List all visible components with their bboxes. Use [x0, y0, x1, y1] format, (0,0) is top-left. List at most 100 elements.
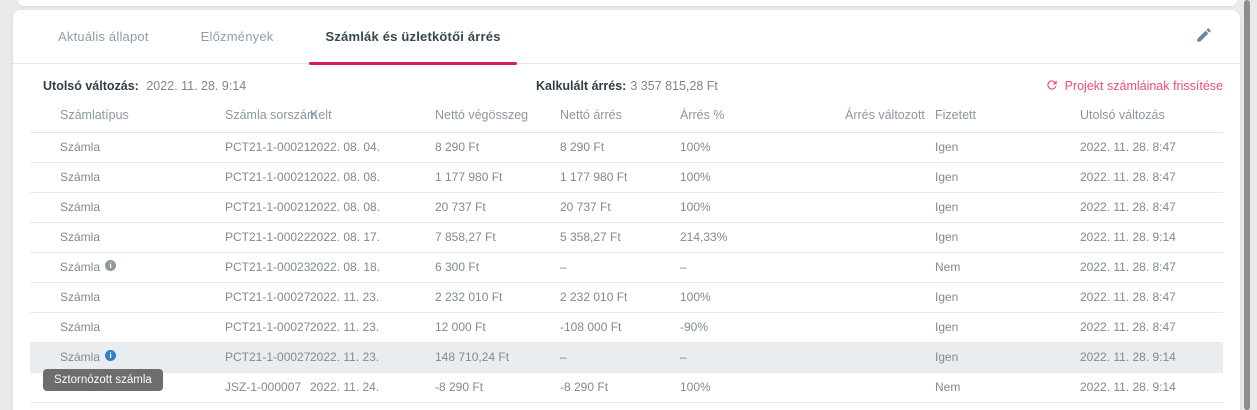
cell-margin-changed — [845, 132, 935, 163]
cell-net-total: -8 290 Ft — [435, 372, 560, 403]
cell-net-total: 12 000 Ft — [435, 312, 560, 343]
cell-serial: PCT21-1-000280 — [225, 402, 310, 410]
cell-margin-pct: – — [680, 342, 845, 373]
column-header: Számlatípus — [30, 102, 225, 133]
cell-serial: PCT21-1-000226 — [225, 222, 310, 253]
cell-last-change: 2022. 11. 28. 8:47 — [1080, 192, 1223, 223]
cell-net-margin: -8 290 Ft — [560, 372, 680, 403]
cell-last-change: 2022. 11. 28. 9:14 — [1080, 222, 1223, 253]
cell-type: Számla — [30, 192, 225, 223]
cell-margin-changed — [845, 252, 935, 283]
cell-type: Számla — [30, 312, 225, 343]
invoice-row[interactable]: Számla PCT21-1-000214 2022. 08. 08. 20 737 … — [30, 192, 1223, 223]
cell-serial: PCT21-1-000215 — [225, 162, 310, 193]
last-change-label: Utolsó változás: — [43, 79, 139, 93]
column-header: Árrés változott — [845, 102, 935, 133]
cell-date: 2022. 08. 18. — [310, 252, 435, 283]
cell-date: 2022. 08. 04. — [310, 132, 435, 163]
cell-type: Számla — [30, 222, 225, 253]
cell-last-change: 2022. 11. 28. 9:14 — [1080, 402, 1223, 410]
cell-margin-pct: 100% — [680, 162, 845, 193]
cell-margin-changed — [845, 342, 935, 373]
cell-date: 2022. 08. 08. — [310, 192, 435, 223]
cell-date: 2022. 08. 08. — [310, 162, 435, 193]
cell-last-change: 2022. 11. 28. 8:47 — [1080, 282, 1223, 313]
cell-type: Számla i — [30, 252, 225, 283]
tab-bar: Aktuális állapot Előzmények Számlák és üzl… — [13, 10, 1240, 65]
invoice-row[interactable]: Számla PCT21-1-000213 2022. 08. 04. 8 290 F… — [30, 132, 1223, 163]
cell-margin-changed — [845, 192, 935, 223]
cell-margin-changed — [845, 402, 935, 410]
cell-serial: PCT21-1-000213 — [225, 132, 310, 163]
cell-serial: PCT21-1-000279 — [225, 312, 310, 343]
invoices-table: Számlatípus Számla sorszám Kelt Nettó végös… — [30, 102, 1223, 410]
cell-serial: PCT21-1-000278 — [225, 282, 310, 313]
previous-card-bottom-edge — [18, 0, 1237, 6]
cell-paid: Igen — [935, 282, 1080, 313]
invoice-row[interactable]: Számla PCT21-1-000215 2022. 08. 08. 1 177 9… — [30, 162, 1223, 193]
column-header: Nettó végösszeg — [435, 102, 560, 133]
calculated-margin-summary: Kalkulált árrés: 3 357 815,28 Ft — [536, 76, 718, 96]
invoice-row[interactable]: Számla i PCT21-1-000235 2022. 08. 18. 6 300 … — [30, 252, 1223, 283]
cell-paid: Igen — [935, 132, 1080, 163]
tab-1[interactable]: Előzmények — [200, 29, 274, 44]
column-header: Fizetett — [935, 102, 1080, 133]
pencil-icon — [1195, 28, 1213, 47]
cell-margin-pct: -90% — [680, 312, 845, 343]
last-change-value: 2022. 11. 28. 9:14 — [146, 79, 247, 93]
cell-paid: Igen — [935, 162, 1080, 193]
invoice-row[interactable]: Módosító számlaPCT21-1-000280 2022. 11. 2… — [30, 402, 1223, 410]
tab-2[interactable]: Számlák és üzletkötői árrés — [309, 10, 517, 65]
info-icon[interactable]: i — [105, 260, 117, 271]
last-change-summary: Utolsó változás: 2022. 11. 28. 9:14 — [43, 79, 246, 93]
cell-serial: JSZ-1-000007 — [225, 372, 310, 403]
invoice-row[interactable]: Számla PCT21-1-000279 2022. 11. 23. 12 000 … — [30, 312, 1223, 343]
cell-last-change: 2022. 11. 28. 9:14 — [1080, 372, 1223, 403]
column-header: Nettó árrés — [560, 102, 680, 133]
cell-net-margin: – — [560, 252, 680, 283]
cell-net-total: 7 858,27 Ft — [435, 222, 560, 253]
cell-type: Módosító számla — [30, 402, 225, 410]
cell-net-margin: 8 290 Ft — [560, 132, 680, 163]
cell-net-margin: 20 737 Ft — [560, 192, 680, 223]
cell-date: 2022. 08. 17. — [310, 222, 435, 253]
cell-date: 2022. 11. 23. — [310, 342, 435, 373]
cell-net-margin: 2 232 010 Ft — [560, 282, 680, 313]
cell-net-total: 20 737 Ft — [435, 192, 560, 223]
cell-date: 2022. 11. 23. — [310, 312, 435, 343]
column-header: Utolsó változás — [1080, 102, 1223, 133]
cell-margin-changed — [845, 162, 935, 193]
cell-margin-pct: 214,33% — [680, 222, 845, 253]
cell-paid: Igen — [935, 192, 1080, 223]
cell-net-total: 6 300 Ft — [435, 252, 560, 283]
vertical-scrollbar[interactable] — [1244, 0, 1250, 410]
storno-tooltip: Sztornózott számla — [43, 369, 163, 391]
invoice-row[interactable]: Számla PCT21-1-000278 2022. 11. 23. 2 232 0… — [30, 282, 1223, 313]
cell-serial: PCT21-1-000235 — [225, 252, 310, 283]
cell-net-total: 2 232 010 Ft — [435, 282, 560, 313]
cell-type: Számla — [30, 162, 225, 193]
cell-last-change: 2022. 11. 28. 8:47 — [1080, 162, 1223, 193]
info-icon[interactable]: i — [105, 350, 117, 361]
calculated-margin-label: Kalkulált árrés: — [536, 79, 627, 93]
invoice-row[interactable]: Számla PCT21-1-000226 2022. 08. 17. 7 858,2… — [30, 222, 1223, 253]
cell-serial: PCT21-1-000214 — [225, 192, 310, 223]
cell-margin-changed — [845, 372, 935, 403]
cell-last-change: 2022. 11. 28. 8:47 — [1080, 132, 1223, 163]
table-body: Számla PCT21-1-000213 2022. 08. 04. 8 290 F… — [30, 132, 1223, 410]
cell-type: Számla — [30, 132, 225, 163]
cell-last-change: 2022. 11. 28. 9:14 — [1080, 342, 1223, 373]
cell-paid: Nem — [935, 252, 1080, 283]
refresh-project-invoices-link[interactable]: Projekt számláinak frissítése — [1045, 78, 1223, 95]
cell-paid: Igen — [935, 342, 1080, 373]
calculated-margin-value: 3 357 815,28 Ft — [630, 79, 718, 93]
edit-button[interactable] — [1194, 26, 1214, 46]
tab-0[interactable]: Aktuális állapot — [58, 29, 149, 44]
cell-type: Számla — [30, 282, 225, 313]
summary-bar: Utolsó változás: 2022. 11. 28. 9:14 Kalk… — [13, 64, 1240, 96]
cell-date: 2022. 11. 24. — [310, 372, 435, 403]
invoice-row[interactable]: Számla i PCT21-1-000277 2022. 11. 23. 148 71… — [30, 342, 1223, 373]
cell-date: 2022. 11. 23. — [310, 282, 435, 313]
refresh-link-label: Projekt számláinak frissítése — [1064, 79, 1223, 93]
